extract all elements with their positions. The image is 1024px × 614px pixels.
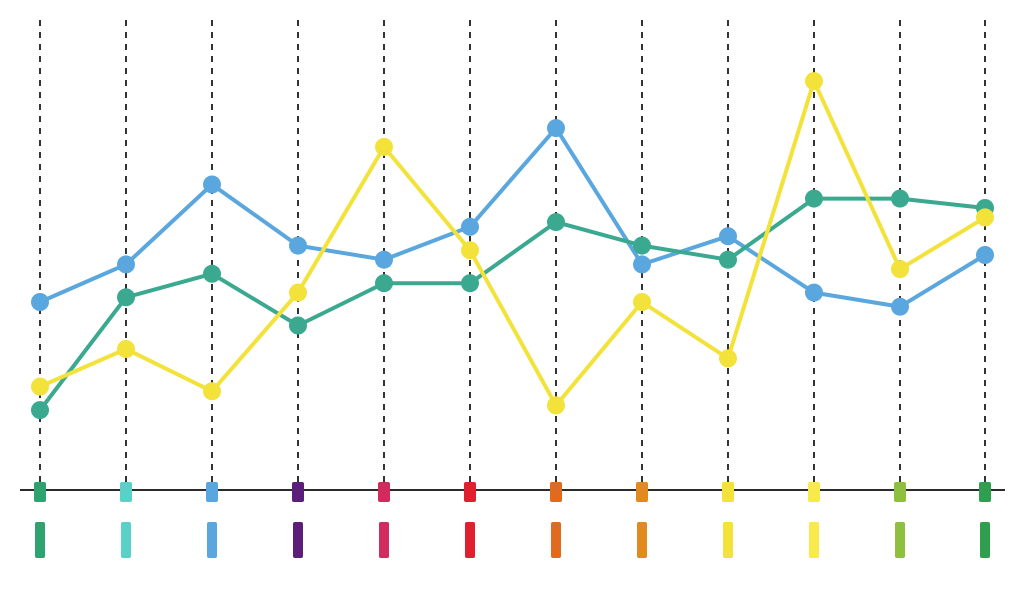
series-teal-point-1	[117, 288, 135, 306]
series-yellow-point-4	[375, 138, 393, 156]
series-blue-point-11	[976, 246, 994, 264]
series-blue-point-4	[375, 251, 393, 269]
tick-top-0	[34, 482, 46, 502]
tick-bottom-7	[637, 522, 647, 558]
tick-bottom-6	[551, 522, 561, 558]
tick-top-2	[206, 482, 218, 502]
series-blue-point-7	[633, 255, 651, 273]
tick-top-8	[722, 482, 734, 502]
tick-top-3	[292, 482, 304, 502]
tick-bottom-10	[895, 522, 905, 558]
tick-bottom-0	[35, 522, 45, 558]
series-yellow-point-10	[891, 260, 909, 278]
tick-top-9	[808, 482, 820, 502]
series-teal-point-4	[375, 274, 393, 292]
series-blue-point-8	[719, 227, 737, 245]
series-teal-point-9	[805, 190, 823, 208]
tick-top-6	[550, 482, 562, 502]
series-blue-point-6	[547, 119, 565, 137]
chart-background	[0, 0, 1024, 614]
tick-top-4	[378, 482, 390, 502]
tick-top-10	[894, 482, 906, 502]
series-blue-point-2	[203, 176, 221, 194]
series-teal-point-7	[633, 237, 651, 255]
series-blue-point-1	[117, 255, 135, 273]
series-yellow-point-1	[117, 340, 135, 358]
tick-top-5	[464, 482, 476, 502]
tick-bottom-11	[980, 522, 990, 558]
series-yellow-point-7	[633, 293, 651, 311]
tick-bottom-1	[121, 522, 131, 558]
series-teal-point-3	[289, 317, 307, 335]
tick-bottom-5	[465, 522, 475, 558]
series-blue-point-3	[289, 237, 307, 255]
series-yellow-point-2	[203, 382, 221, 400]
series-yellow-point-5	[461, 241, 479, 259]
series-blue-point-5	[461, 218, 479, 236]
series-blue-point-9	[805, 284, 823, 302]
series-teal-point-6	[547, 213, 565, 231]
series-yellow-point-11	[976, 208, 994, 226]
series-yellow-point-9	[805, 72, 823, 90]
tick-bottom-4	[379, 522, 389, 558]
tick-bottom-8	[723, 522, 733, 558]
tick-bottom-3	[293, 522, 303, 558]
series-teal-point-2	[203, 265, 221, 283]
series-blue-point-10	[891, 298, 909, 316]
series-teal-point-0	[31, 401, 49, 419]
line-chart	[0, 0, 1024, 614]
series-yellow-point-8	[719, 349, 737, 367]
tick-top-7	[636, 482, 648, 502]
tick-top-1	[120, 482, 132, 502]
series-yellow-point-6	[547, 396, 565, 414]
chart-canvas	[0, 0, 1024, 614]
series-teal-point-5	[461, 274, 479, 292]
tick-top-11	[979, 482, 991, 502]
series-teal-point-10	[891, 190, 909, 208]
series-teal-point-8	[719, 251, 737, 269]
series-yellow-point-0	[31, 378, 49, 396]
tick-bottom-9	[809, 522, 819, 558]
series-blue-point-0	[31, 293, 49, 311]
tick-bottom-2	[207, 522, 217, 558]
series-yellow-point-3	[289, 284, 307, 302]
